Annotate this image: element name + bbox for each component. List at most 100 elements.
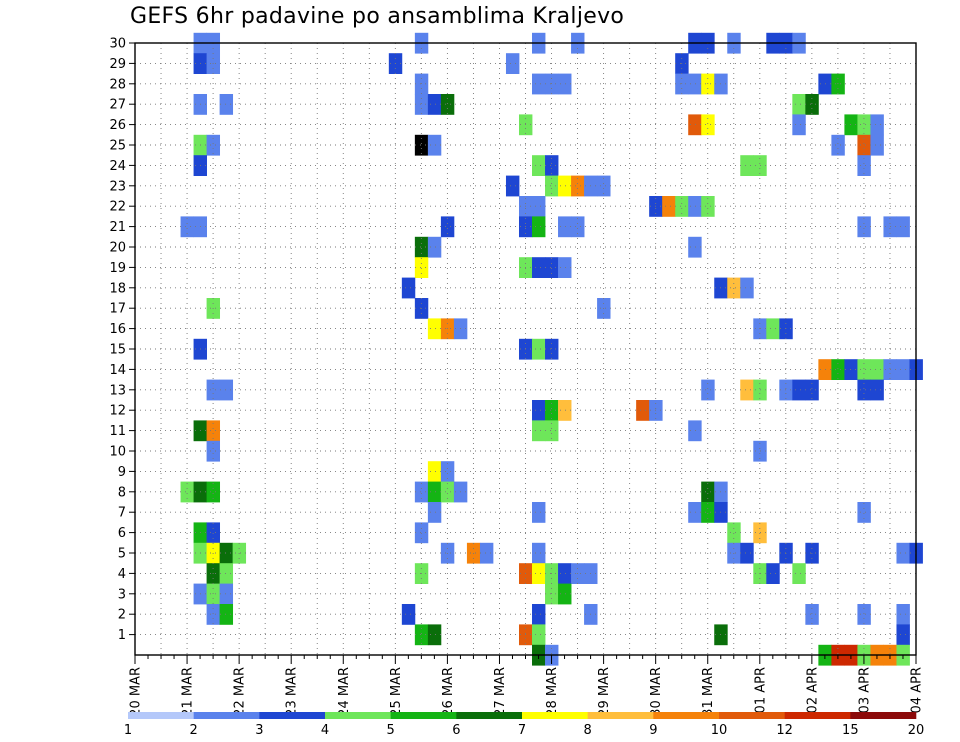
heatmap-cell bbox=[414, 257, 429, 278]
y-tick-label: 9 bbox=[118, 465, 126, 480]
heatmap-cell bbox=[427, 502, 442, 523]
colorbar-swatch bbox=[193, 712, 260, 719]
heatmap-cell bbox=[206, 379, 221, 401]
heatmap-cell bbox=[675, 196, 689, 217]
heatmap-cell bbox=[857, 155, 871, 176]
heatmap-cell bbox=[414, 94, 429, 115]
colorbar-swatch bbox=[522, 712, 588, 719]
heatmap-cell bbox=[532, 338, 546, 360]
heatmap-cell bbox=[857, 604, 871, 625]
heatmap-cell bbox=[545, 400, 559, 421]
heatmap-cell bbox=[740, 155, 754, 176]
axes-layer: 1234567891011121314151617181920212223242… bbox=[109, 37, 924, 717]
y-tick-label: 15 bbox=[109, 343, 126, 358]
heatmap-cell bbox=[532, 196, 546, 217]
y-tick-label: 1 bbox=[118, 628, 126, 643]
heatmap-cell bbox=[558, 257, 572, 278]
colorbar-swatch bbox=[390, 712, 457, 719]
heatmap-cell bbox=[505, 175, 520, 197]
heatmap-cell bbox=[701, 379, 715, 401]
heatmap-cell bbox=[701, 196, 715, 217]
heatmap-cell bbox=[701, 481, 715, 503]
heatmap-cell bbox=[896, 604, 910, 625]
x-tick-label: 28 MAR bbox=[545, 667, 560, 717]
colorbar-label: 9 bbox=[649, 723, 657, 738]
y-tick-label: 2 bbox=[118, 608, 126, 623]
heatmap-cell bbox=[206, 522, 221, 544]
heatmap-cell bbox=[558, 73, 572, 95]
heatmap-cell bbox=[532, 502, 546, 523]
heatmap-cell bbox=[688, 236, 702, 258]
heatmap-cell bbox=[857, 502, 871, 523]
heatmap-cell bbox=[636, 400, 650, 421]
colorbar-label: 8 bbox=[584, 723, 592, 738]
heatmap-cell bbox=[857, 359, 871, 380]
heatmap-cell bbox=[844, 359, 858, 380]
y-tick-label: 30 bbox=[109, 37, 126, 52]
x-tick-label: 03 APR bbox=[857, 667, 872, 713]
heatmap-cell bbox=[662, 196, 676, 217]
heatmap-cell bbox=[792, 114, 806, 136]
y-tick-label: 23 bbox=[109, 179, 126, 194]
heatmap-cell bbox=[870, 359, 884, 380]
heatmap-cell bbox=[571, 216, 585, 238]
heatmap-cell bbox=[219, 94, 234, 115]
heatmap-cell bbox=[896, 216, 910, 238]
colorbar-swatch bbox=[259, 712, 326, 719]
colorbar-label: 3 bbox=[255, 723, 263, 738]
heatmap-cell bbox=[597, 175, 611, 197]
x-tick-label: 04 APR bbox=[910, 667, 925, 713]
colorbar-swatch bbox=[456, 712, 523, 719]
colorbar-label: 5 bbox=[387, 723, 395, 738]
heatmap-cell bbox=[766, 318, 780, 340]
heatmap-cell bbox=[844, 114, 858, 136]
heatmap-cell bbox=[219, 563, 234, 584]
x-tick-label: 02 APR bbox=[805, 667, 820, 713]
heatmap-cell bbox=[532, 624, 546, 646]
heatmap-cell bbox=[558, 563, 572, 584]
heatmap-cell bbox=[857, 114, 871, 136]
y-tick-label: 20 bbox=[109, 241, 126, 256]
x-tick-label: 31 MAR bbox=[701, 667, 716, 717]
heatmap-cell bbox=[870, 379, 884, 401]
chart-title: GEFS 6hr padavine po ansamblima Kraljevo bbox=[130, 4, 625, 29]
heatmap-cell bbox=[427, 481, 442, 503]
heatmap-cell bbox=[727, 522, 741, 544]
y-tick-label: 19 bbox=[109, 261, 126, 276]
heatmap-cell bbox=[805, 604, 819, 625]
heatmap-cell bbox=[427, 94, 442, 115]
heatmap-cell bbox=[571, 175, 585, 197]
heatmap-cell bbox=[401, 604, 416, 625]
colorbar-label: 4 bbox=[321, 723, 329, 738]
heatmap-cell bbox=[532, 216, 546, 238]
heatmap-cell bbox=[219, 542, 234, 564]
heatmap-cell bbox=[206, 440, 221, 462]
y-tick-label: 21 bbox=[109, 220, 126, 235]
x-tick-label: 27 MAR bbox=[493, 667, 508, 717]
y-tick-label: 28 bbox=[109, 77, 126, 92]
heatmap-cell bbox=[180, 216, 194, 238]
x-tick-label: 26 MAR bbox=[441, 667, 456, 717]
y-tick-label: 17 bbox=[109, 302, 126, 317]
heatmap-cell bbox=[792, 94, 806, 115]
colorbar-swatch bbox=[128, 712, 194, 719]
colorbar-label: 2 bbox=[190, 723, 198, 738]
y-tick-label: 4 bbox=[118, 567, 126, 582]
colorbar-swatch bbox=[850, 712, 917, 719]
heatmap-cell bbox=[740, 379, 754, 401]
heatmap-cell bbox=[857, 379, 871, 401]
heatmap-cell bbox=[805, 379, 819, 401]
colorbar-label: 20 bbox=[908, 723, 925, 738]
heatmap-cell bbox=[427, 624, 442, 646]
heatmap-cell bbox=[206, 604, 221, 625]
heatmap-cell bbox=[427, 318, 442, 340]
colorbar-label: 1 bbox=[124, 723, 132, 738]
heatmap-cell bbox=[701, 502, 715, 523]
colorbar-swatch bbox=[653, 712, 720, 719]
heatmap-cell bbox=[688, 73, 702, 95]
heatmap-cell bbox=[440, 481, 455, 503]
y-tick-label: 7 bbox=[118, 506, 126, 521]
heatmap-cell bbox=[870, 134, 884, 156]
x-tick-label: 22 MAR bbox=[233, 667, 248, 717]
heatmap-cell bbox=[440, 94, 455, 115]
